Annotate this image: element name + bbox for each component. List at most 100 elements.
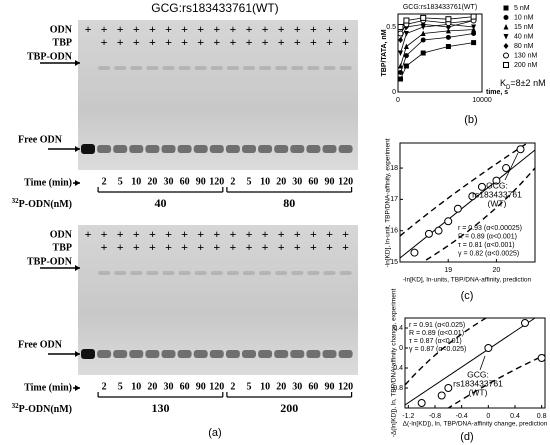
- legend-label: 40 nM: [514, 33, 534, 40]
- statistic: γ = 0.87 (α<0.025): [409, 346, 466, 353]
- x-tick-label: -1.2: [402, 413, 414, 420]
- free-band: [322, 145, 337, 153]
- time-label: Time (min): [24, 382, 72, 393]
- plus-sign: +: [326, 22, 333, 36]
- complex-band: [275, 66, 288, 70]
- plus-sign: +: [310, 227, 317, 241]
- marker: [445, 27, 451, 34]
- point: [417, 399, 426, 407]
- y-tick-label: 0: [399, 345, 403, 352]
- plus-sign: +: [197, 240, 204, 254]
- y-axis-label: TBP/TATA, nM: [381, 29, 388, 76]
- time-value: 20: [147, 176, 157, 187]
- free-band: [145, 350, 160, 358]
- plus-sign: +: [149, 240, 156, 254]
- plus-sign: +: [342, 240, 349, 254]
- panel-label: (c): [461, 290, 474, 302]
- series-line: [400, 42, 474, 80]
- plus-sign: +: [165, 35, 172, 49]
- plus-sign: +: [246, 227, 253, 241]
- plus-sign: +: [149, 35, 156, 49]
- annotation: rs183433761: [472, 189, 522, 199]
- annotation: GCG:: [467, 369, 489, 379]
- plus-sign: +: [310, 240, 317, 254]
- annotation: (WT): [469, 387, 488, 397]
- time-value: 5: [247, 381, 252, 392]
- plus-sign: +: [181, 35, 188, 49]
- plus-sign: +: [310, 35, 317, 49]
- time-value: 60: [180, 176, 190, 187]
- plus-sign: +: [229, 35, 236, 49]
- time-value: 2: [230, 176, 235, 187]
- time-value: 60: [308, 381, 318, 392]
- x-tick-label: 0.8: [537, 413, 547, 420]
- point: [516, 145, 525, 154]
- plus-sign: +: [294, 240, 301, 254]
- complex-band: [323, 271, 336, 275]
- complex-band: [114, 66, 127, 70]
- marker: [420, 37, 426, 43]
- complex-band: [98, 66, 111, 70]
- plus-sign: +: [165, 227, 172, 241]
- free-band: [97, 350, 112, 358]
- marker: [420, 50, 426, 56]
- time-value: 30: [164, 381, 174, 392]
- y-tick-label: 18: [390, 165, 398, 172]
- plus-sign: +: [197, 35, 204, 49]
- legend-marker: [503, 62, 509, 68]
- legend-label: 5 nM: [514, 5, 530, 12]
- arrow-head: [75, 385, 80, 391]
- arrow-head: [75, 180, 80, 186]
- fit-line: [400, 149, 535, 259]
- statistic: τ = 0.81 (α<0.001): [458, 242, 515, 249]
- time-value: 60: [180, 381, 190, 392]
- complex-band: [162, 271, 175, 275]
- marker: [398, 70, 404, 75]
- kd-main: K: [500, 78, 506, 88]
- complex-band: [275, 271, 288, 275]
- concentration: 200: [280, 401, 298, 415]
- annotation: GCG:: [486, 180, 508, 190]
- marker: [471, 31, 477, 36]
- marker: [471, 40, 477, 46]
- point: [492, 176, 501, 185]
- marker: [470, 13, 477, 20]
- plus-sign: +: [181, 22, 188, 36]
- time-value: 10: [131, 176, 141, 187]
- plus-sign: +: [213, 35, 220, 49]
- point: [468, 192, 477, 201]
- point: [444, 217, 453, 226]
- free-band: [81, 349, 95, 359]
- complex-band: [130, 66, 143, 70]
- plus-sign: +: [117, 240, 124, 254]
- conc-label: 32P-ODN(nM): [12, 402, 72, 416]
- plus-sign: +: [133, 35, 140, 49]
- free-band: [306, 350, 321, 358]
- free-band: [97, 145, 112, 153]
- point: [444, 384, 453, 392]
- complex-band: [146, 66, 159, 70]
- plus-sign: +: [262, 22, 269, 36]
- plus-sign: +: [326, 240, 333, 254]
- plus-sign: +: [246, 35, 253, 49]
- plus-sign: +: [165, 22, 172, 36]
- fit-line: [405, 318, 536, 406]
- complex-band: [162, 66, 175, 70]
- free-band: [177, 145, 192, 153]
- free-band: [209, 145, 224, 153]
- row-label: ODN: [50, 24, 73, 35]
- marker: [403, 17, 410, 24]
- plus-sign: +: [117, 22, 124, 36]
- panel-label: (a): [208, 427, 221, 439]
- plus-sign: +: [326, 35, 333, 49]
- plus-sign: +: [85, 22, 92, 36]
- y-tick-label: 17: [390, 196, 398, 203]
- plus-sign: +: [262, 240, 269, 254]
- plus-sign: +: [133, 240, 140, 254]
- legend-label: 10 nM: [514, 14, 534, 21]
- free-band: [242, 145, 256, 153]
- marker: [403, 43, 409, 49]
- free-band: [290, 145, 305, 153]
- plus-sign: +: [294, 35, 301, 49]
